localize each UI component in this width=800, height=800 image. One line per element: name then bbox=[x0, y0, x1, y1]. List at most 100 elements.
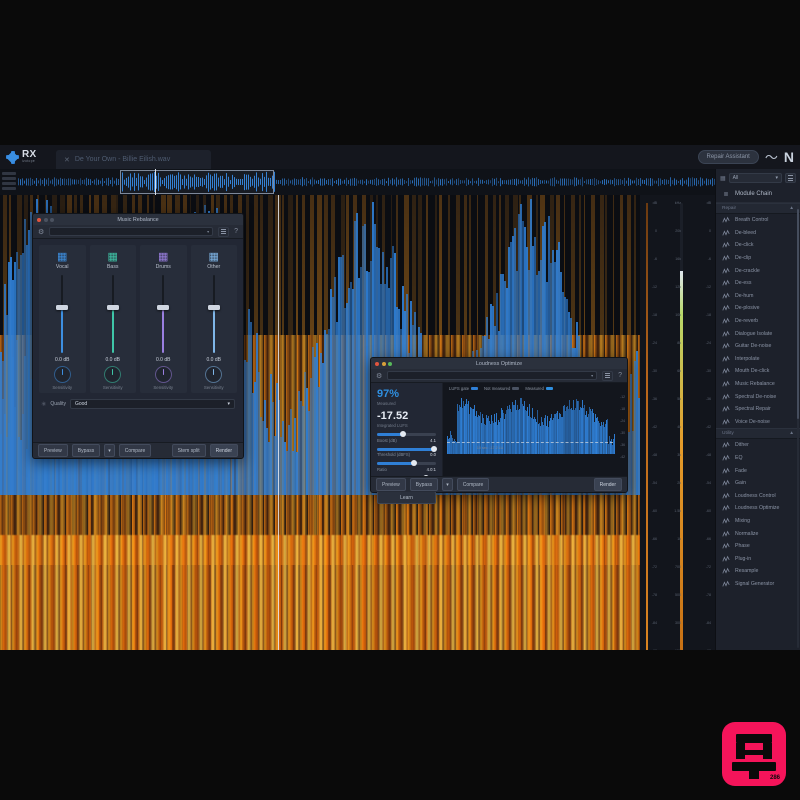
lo-compare-button[interactable]: Compare bbox=[456, 478, 490, 491]
sidebar-item-interpolate[interactable]: Interpolate bbox=[716, 353, 800, 366]
preset-select[interactable]: ▾ bbox=[49, 227, 214, 236]
rebalance-channel-bass[interactable]: ▦ Bass 0.0 dB Sensitivity bbox=[89, 245, 136, 393]
sidebar-item-guitar-de-noise[interactable]: Guitar De-noise bbox=[716, 340, 800, 353]
channel-fader[interactable] bbox=[151, 275, 175, 353]
module-group-utility[interactable]: Utility ▲ bbox=[716, 428, 800, 440]
mrb-stem-split-button[interactable]: Stem split bbox=[171, 444, 206, 457]
document-tab[interactable]: ✕ De Your Own - Billie Eilish.wav bbox=[56, 150, 211, 169]
fader-handle[interactable] bbox=[207, 305, 220, 311]
close-icon[interactable]: ✕ bbox=[64, 156, 70, 164]
mrb-bypass-caret[interactable]: ▾ bbox=[104, 444, 115, 457]
collapse-chevron-icon[interactable]: ▲ bbox=[789, 206, 794, 211]
overview-selection-range[interactable] bbox=[120, 170, 274, 194]
channel-name: Bass bbox=[106, 264, 119, 270]
mrb-preview-button[interactable]: Preview bbox=[38, 444, 68, 457]
module-group-repair[interactable]: Repair ▲ bbox=[716, 203, 800, 214]
sidebar-item-spectral-repair[interactable]: Spectral Repair bbox=[716, 403, 800, 416]
preset-select-2[interactable]: ▾ bbox=[387, 371, 598, 380]
slider-track[interactable] bbox=[377, 431, 436, 437]
fader-handle[interactable] bbox=[106, 305, 119, 311]
overview-playhead[interactable] bbox=[155, 169, 156, 195]
sidebar-item-fade[interactable]: Fade bbox=[716, 464, 800, 477]
sensitivity-knob[interactable] bbox=[154, 366, 172, 383]
quality-select[interactable]: Good ▾ bbox=[69, 399, 235, 409]
overview-waveform-strip[interactable] bbox=[0, 169, 715, 195]
sidebar-item-de-bleed[interactable]: De-bleed bbox=[716, 227, 800, 240]
sidebar-item-de-click[interactable]: De-click bbox=[716, 239, 800, 252]
preset-manager-icon[interactable]: ⚙ bbox=[38, 228, 45, 236]
learn-button[interactable]: Learn bbox=[377, 491, 436, 504]
rebalance-channel-vocal[interactable]: ▦ Vocal 0.0 dB Sensitivity bbox=[39, 245, 86, 393]
module-chain-item[interactable]: ≣ Module Chain bbox=[716, 186, 800, 203]
sidebar-item-voice-de-noise[interactable]: Voice De-noise bbox=[716, 416, 800, 429]
loudness-graph[interactable]: LUFS gate Not measured Measured -12 -18 -24-… bbox=[443, 383, 627, 480]
spectrogram-playhead[interactable] bbox=[278, 195, 279, 650]
sidebar-item-phase[interactable]: Phase bbox=[716, 540, 800, 553]
loudness-optimize-window[interactable]: Loudness Optimize ⚙ ▾ ? 97% Measured -17… bbox=[370, 357, 628, 504]
loudness-optimize-titlebar[interactable]: Loudness Optimize bbox=[371, 358, 627, 369]
module-scrollbar-thumb[interactable] bbox=[797, 209, 799, 419]
slider-track[interactable] bbox=[377, 460, 436, 466]
sidebar-item-gain[interactable]: Gain bbox=[716, 477, 800, 490]
sidebar-item-spectral-de-noise[interactable]: Spectral De-noise bbox=[716, 390, 800, 403]
fader-handle[interactable] bbox=[56, 305, 69, 311]
mrb-render-button[interactable]: Render bbox=[209, 444, 238, 457]
collapse-chevron-icon[interactable]: ▲ bbox=[789, 431, 794, 437]
sidebar-item-dither[interactable]: Dither bbox=[716, 439, 800, 452]
help-icon[interactable]: ? bbox=[234, 228, 238, 235]
sidebar-item-de-ess[interactable]: De-ess bbox=[716, 277, 800, 290]
module-scrollbar-track[interactable] bbox=[797, 205, 799, 648]
module-options-button-2[interactable] bbox=[602, 370, 614, 381]
fader-handle[interactable] bbox=[157, 305, 170, 311]
module-filter-select[interactable]: All ▾ bbox=[728, 173, 782, 183]
sidebar-item-normalize[interactable]: Normalize bbox=[716, 527, 800, 540]
sidebar-item-loudness-optimize[interactable]: Loudness Optimize bbox=[716, 502, 800, 515]
slider-handle[interactable] bbox=[431, 445, 438, 452]
rebalance-channel-other[interactable]: ▦ Other 0.0 dB Sensitivity bbox=[190, 245, 237, 393]
slider-threshold-dbfs-[interactable]: Threshold (dBFS) 0.0 bbox=[377, 445, 438, 457]
slider-boost-db-[interactable]: Boost (dB) 4.1 bbox=[377, 431, 436, 443]
channel-icon: ▦ bbox=[107, 250, 118, 263]
module-menu-button[interactable] bbox=[785, 173, 796, 183]
sidebar-item-breath-control[interactable]: Breath Control bbox=[716, 214, 800, 227]
slider-ratio[interactable]: Ratio 4.0:1 bbox=[377, 460, 436, 472]
rebalance-channel-drums[interactable]: ▦ Drums 0.0 dB Sensitivity bbox=[140, 245, 187, 393]
sidebar-item-music-rebalance[interactable]: Music Rebalance bbox=[716, 378, 800, 391]
sidebar-item-mixing[interactable]: Mixing bbox=[716, 515, 800, 528]
sensitivity-knob[interactable] bbox=[104, 366, 122, 383]
channel-fader[interactable] bbox=[50, 275, 74, 353]
lo-preview-button[interactable]: Preview bbox=[376, 478, 406, 491]
sidebar-item-de-crackle[interactable]: De-crackle bbox=[716, 264, 800, 277]
sensitivity-knob[interactable] bbox=[53, 366, 71, 383]
sidebar-item-de-clip[interactable]: De-clip bbox=[716, 252, 800, 265]
music-rebalance-titlebar[interactable]: Music Rebalance bbox=[33, 214, 243, 225]
mrb-bypass-button[interactable]: Bypass bbox=[71, 444, 101, 457]
sidebar-item-eq[interactable]: EQ bbox=[716, 452, 800, 465]
lo-bypass-caret[interactable]: ▾ bbox=[442, 478, 453, 491]
channel-fader[interactable] bbox=[101, 275, 125, 353]
sidebar-item-mouth-de-click[interactable]: Mouth De-click bbox=[716, 365, 800, 378]
sidebar-item-signal-generator[interactable]: Signal Generator bbox=[716, 578, 800, 591]
help-icon-2[interactable]: ? bbox=[618, 372, 622, 379]
music-rebalance-window[interactable]: Music Rebalance ⚙ ▾ ? ▦ Vocal 0.0 dB Sensit… bbox=[32, 213, 244, 459]
sidebar-item-de-plosive[interactable]: De-plosive bbox=[716, 302, 800, 315]
module-options-button[interactable] bbox=[218, 226, 230, 237]
slider-handle[interactable] bbox=[410, 460, 417, 466]
sidebar-item-loudness-control[interactable]: Loudness Control bbox=[716, 489, 800, 502]
mrb-compare-button[interactable]: Compare bbox=[118, 444, 152, 457]
overview-waveform[interactable] bbox=[18, 169, 715, 195]
sidebar-item-resample[interactable]: Resample bbox=[716, 565, 800, 578]
sidebar-item-de-reverb[interactable]: De-reverb bbox=[716, 315, 800, 328]
sidebar-item-de-hum[interactable]: De-hum bbox=[716, 290, 800, 303]
preset-manager-icon-2[interactable]: ⚙ bbox=[376, 372, 383, 380]
slider-track[interactable] bbox=[377, 445, 438, 452]
repair-assistant-button[interactable]: Repair Assistant bbox=[697, 150, 759, 164]
slider-handle[interactable] bbox=[399, 431, 406, 437]
module-list-scroll[interactable]: Repair ▲ Breath Control De-bleed De-click De-… bbox=[716, 203, 800, 650]
channel-fader[interactable] bbox=[202, 275, 226, 353]
lo-bypass-button[interactable]: Bypass bbox=[409, 478, 439, 491]
sidebar-item-plug-in[interactable]: Plug-in bbox=[716, 552, 800, 565]
sidebar-item-dialogue-isolate[interactable]: Dialogue Isolate bbox=[716, 327, 800, 340]
lo-render-button[interactable]: Render bbox=[593, 478, 622, 491]
sensitivity-knob[interactable] bbox=[205, 366, 223, 383]
